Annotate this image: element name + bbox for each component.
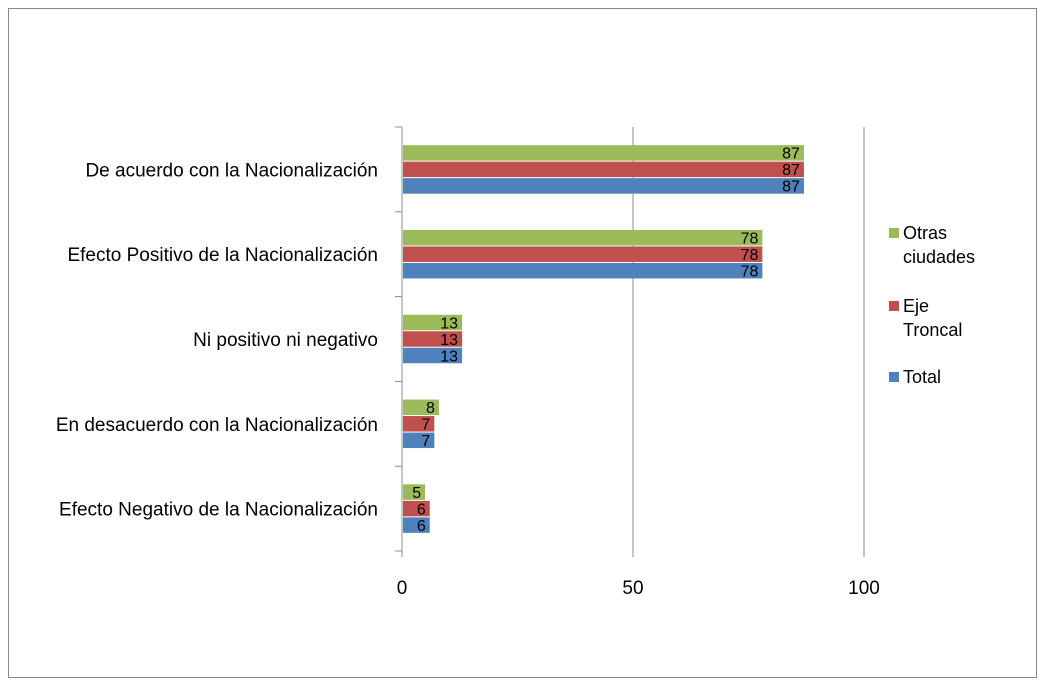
bar <box>403 314 463 331</box>
data-label: 87 <box>782 162 800 179</box>
legend-label: ciudades <box>903 247 975 267</box>
labels: De acuerdo con la Nacionalización878787E… <box>56 146 800 535</box>
bar <box>403 500 430 517</box>
bar <box>403 484 426 500</box>
legend-label: Total <box>903 367 941 387</box>
category-label: Ni positivo ni negativo <box>193 330 378 351</box>
legend-swatch <box>889 301 899 311</box>
chart-frame: 0 50 100 De acuerdo con la Nacionalización… <box>8 8 1037 678</box>
bar <box>403 161 804 178</box>
legend: Otras ciudades Eje Troncal Total <box>889 223 975 387</box>
bar <box>403 347 463 364</box>
gridlines <box>632 127 865 551</box>
data-label: 13 <box>440 348 458 365</box>
data-label: 78 <box>741 230 759 247</box>
x-tick-label: 50 <box>622 578 643 599</box>
x-tick-label: 0 <box>397 578 408 599</box>
bar <box>403 331 463 347</box>
data-label: 78 <box>741 247 759 264</box>
bars <box>403 145 804 533</box>
bar <box>403 416 435 432</box>
legend-label: Eje <box>903 296 929 316</box>
data-label: 87 <box>782 146 800 163</box>
data-label: 5 <box>412 485 421 502</box>
bar <box>403 229 763 246</box>
bar <box>403 432 435 449</box>
data-label: 6 <box>417 518 426 535</box>
bar <box>403 262 763 279</box>
category-label: De acuerdo con la Nacionalización <box>85 160 378 181</box>
data-label: 6 <box>417 501 426 518</box>
data-label: 87 <box>782 179 800 196</box>
legend-label: Otras <box>903 223 947 243</box>
bar <box>403 178 804 194</box>
bar <box>403 517 430 533</box>
legend-swatch <box>889 372 899 382</box>
bar <box>403 399 439 416</box>
data-label: 8 <box>426 400 435 417</box>
x-tick-label: 100 <box>848 578 880 599</box>
legend-label: Troncal <box>903 320 962 340</box>
legend-swatch <box>889 228 899 238</box>
bar <box>403 246 763 262</box>
data-label: 7 <box>421 417 430 434</box>
category-label: En desacuerdo con la Nacionalización <box>56 415 378 436</box>
category-label: Efecto Positivo de la Nacionalización <box>67 245 378 266</box>
axes: 0 50 100 <box>395 126 880 599</box>
category-label: Efecto Negativo de la Nacionalización <box>59 500 378 521</box>
data-label: 78 <box>741 263 759 280</box>
data-label: 13 <box>440 332 458 349</box>
bar-chart: 0 50 100 De acuerdo con la Nacionalización… <box>56 126 975 599</box>
data-label: 7 <box>421 433 430 450</box>
bar <box>403 145 804 161</box>
data-label: 13 <box>440 315 458 332</box>
